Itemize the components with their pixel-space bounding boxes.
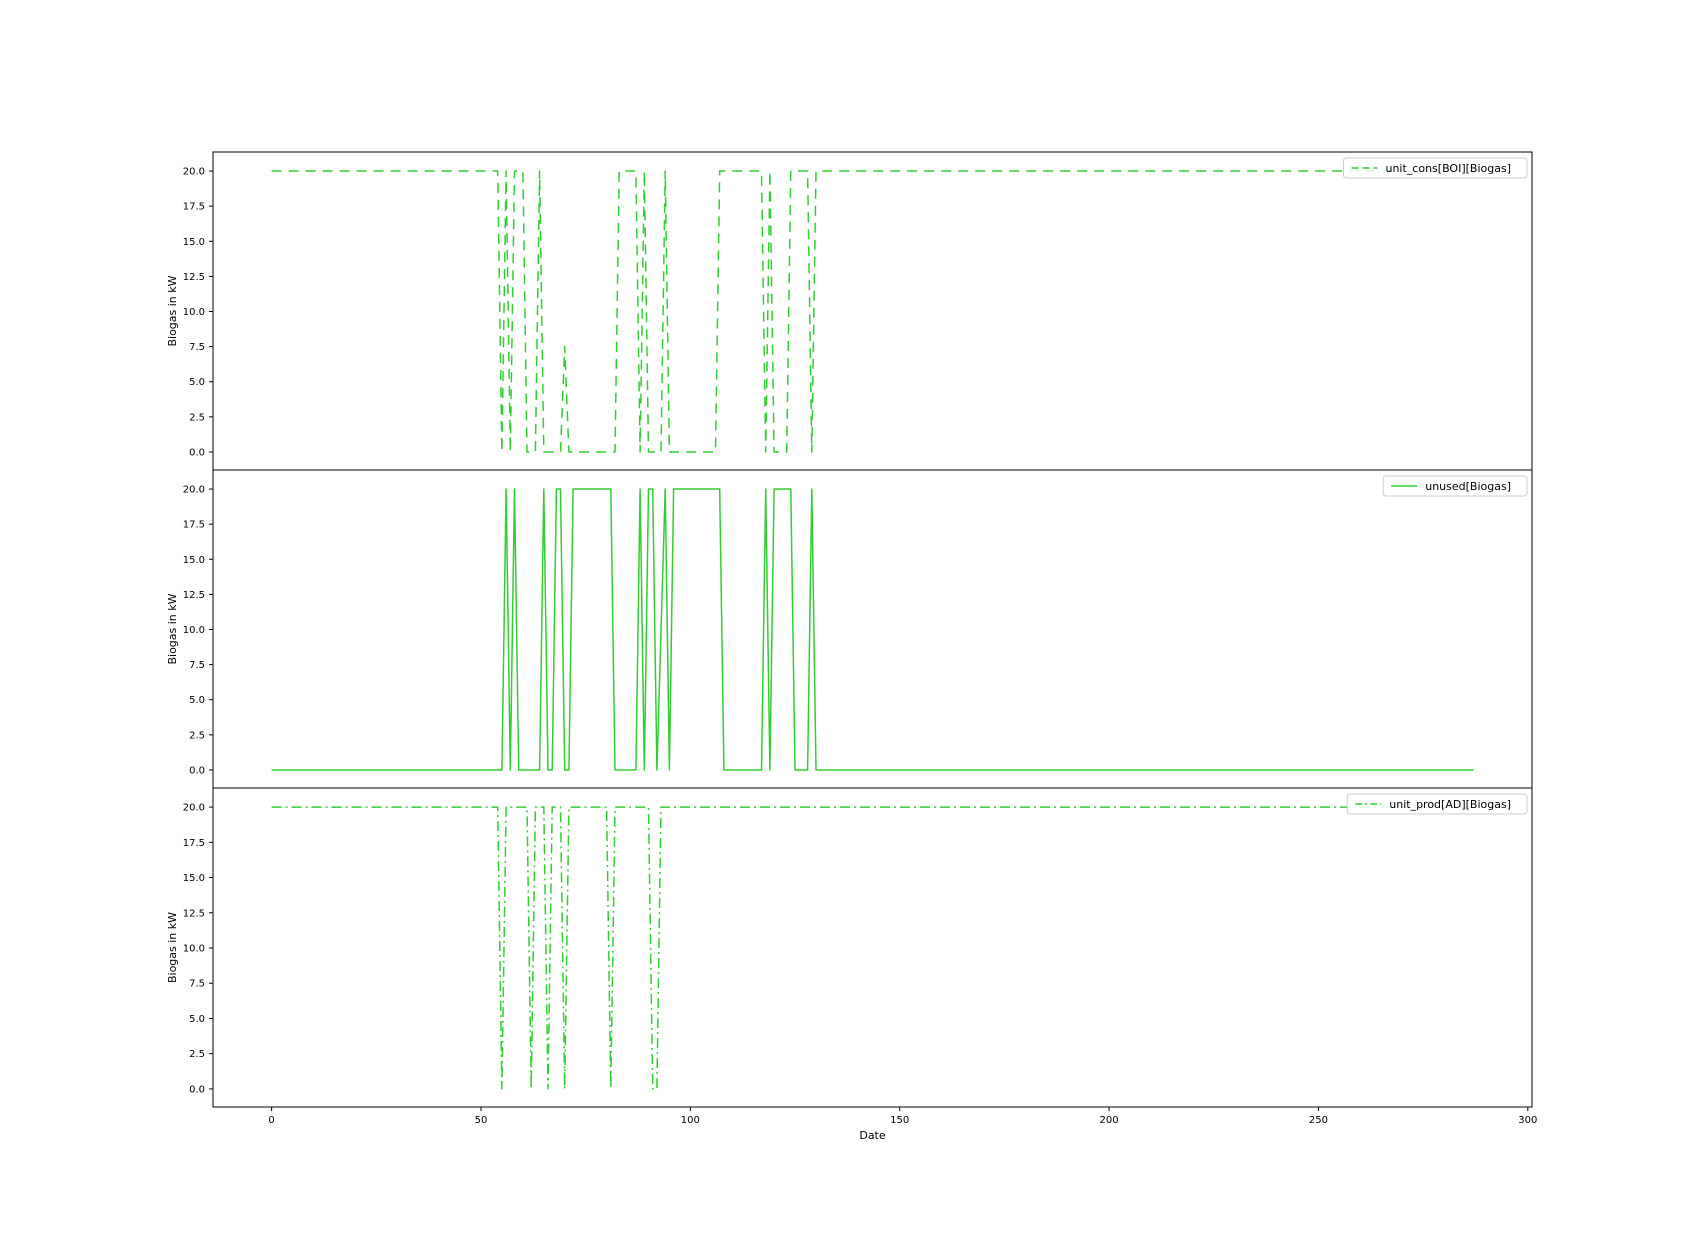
legend-label: unit_cons[BOI][Biogas]	[1385, 162, 1511, 175]
x-tick-label: 0	[268, 1115, 274, 1126]
x-tick-label: 200	[1100, 1115, 1119, 1126]
panels-layer: 0.0 2.5 5.0 7.5 10.0 12.5 15.0 17.5 20.0 Biogas i…	[166, 151, 1533, 1108]
y-tick-label: 5.0	[189, 377, 205, 388]
y-tick-label: 12.5	[183, 908, 205, 919]
shared-x-axis: 0 50 100 150 200 250 300	[268, 1107, 1537, 1126]
legend: unit_cons[BOI][Biogas]	[1342, 157, 1528, 179]
x-tick-label: 300	[1518, 1115, 1537, 1126]
plot-frame	[212, 151, 1533, 471]
legend: unit_prod[AD][Biogas]	[1346, 793, 1528, 815]
panel-2: 0.0 2.5 5.0 7.5 10.0 12.5 15.0 17.5 20.0 Biogas i…	[166, 469, 1533, 789]
legend-box	[1346, 793, 1528, 815]
y-axis-label: Biogas in kW	[166, 275, 179, 346]
x-axis-label: Date	[859, 1129, 886, 1142]
panel-1: 0.0 2.5 5.0 7.5 10.0 12.5 15.0 17.5 20.0 Biogas i…	[166, 151, 1533, 471]
y-tick-label: 2.5	[189, 730, 205, 741]
y-tick-label: 12.5	[183, 590, 205, 601]
legend-box	[1382, 475, 1528, 497]
y-tick-label: 15.0	[183, 237, 205, 248]
plot-frame	[212, 469, 1533, 789]
y-tick-label: 5.0	[189, 695, 205, 706]
series-line-unit_cons[BOI][Biogas]	[271, 170, 1474, 453]
legend-box	[1342, 157, 1528, 179]
y-tick-label: 0.0	[189, 1084, 205, 1095]
y-tick-label: 12.5	[183, 272, 205, 283]
y-tick-label: 2.5	[189, 412, 205, 423]
y-tick-label: 15.0	[183, 555, 205, 566]
panel-3: 0.0 2.5 5.0 7.5 10.0 12.5 15.0 17.5 20.0 Biogas i…	[166, 787, 1533, 1108]
y-tick-label: 10.0	[183, 944, 205, 955]
legend: unused[Biogas]	[1382, 475, 1528, 497]
y-tick-label: 0.0	[189, 765, 205, 776]
x-tick-label: 150	[890, 1115, 909, 1126]
y-tick-label: 17.5	[183, 520, 205, 531]
y-tick-label: 15.0	[183, 873, 205, 884]
series-line-unused[Biogas]	[271, 488, 1474, 771]
y-tick-label: 7.5	[189, 979, 205, 990]
y-tick-label: 10.0	[183, 625, 205, 636]
y-tick-label: 20.0	[183, 485, 205, 496]
y-tick-label: 5.0	[189, 1014, 205, 1025]
x-tick-label: 100	[681, 1115, 700, 1126]
plot-frame	[212, 787, 1533, 1108]
legend-label: unused[Biogas]	[1425, 480, 1511, 493]
series-line-unit_prod[AD][Biogas]	[271, 806, 1474, 1090]
legend-label: unit_prod[AD][Biogas]	[1389, 798, 1511, 811]
y-tick-label: 7.5	[189, 660, 205, 671]
y-axis-label: Biogas in kW	[166, 593, 179, 664]
y-tick-label: 2.5	[189, 1049, 205, 1060]
y-tick-label: 17.5	[183, 202, 205, 213]
x-tick-label: 50	[475, 1115, 488, 1126]
y-tick-label: 20.0	[183, 167, 205, 178]
x-tick-label: 250	[1309, 1115, 1328, 1126]
y-tick-label: 20.0	[183, 803, 205, 814]
y-tick-label: 0.0	[189, 447, 205, 458]
y-axis-label: Biogas in kW	[166, 912, 179, 983]
y-tick-label: 7.5	[189, 342, 205, 353]
y-tick-label: 10.0	[183, 307, 205, 318]
y-tick-label: 17.5	[183, 838, 205, 849]
